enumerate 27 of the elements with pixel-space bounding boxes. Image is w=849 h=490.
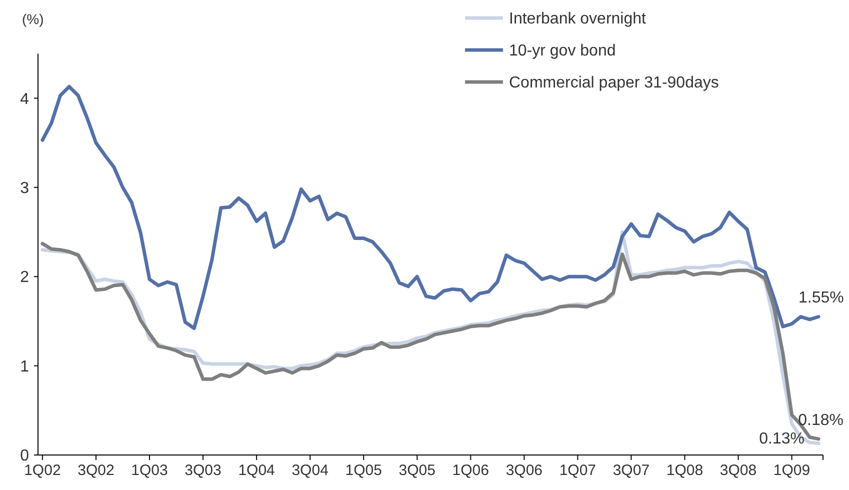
x-tick-label: 3Q04: [292, 462, 328, 479]
x-tick-label: 1Q08: [666, 462, 704, 479]
x-tick-label: 1Q07: [559, 462, 596, 479]
x-tick-label: 1Q06: [452, 462, 489, 479]
x-tick-label: 3Q02: [78, 462, 114, 479]
x-tick-label: 1Q02: [24, 462, 61, 479]
y-axis-title: (%): [22, 11, 44, 27]
y-tick-label: 0: [20, 448, 30, 465]
data-label: 1.55%: [798, 290, 844, 307]
y-tick-label: 2: [20, 269, 30, 286]
legend-label: 10-yr gov bond: [509, 42, 616, 60]
x-tick-label: 3Q06: [506, 462, 543, 479]
legend-label: Interbank overnight: [509, 10, 647, 28]
x-tick-label: 1Q03: [131, 462, 168, 479]
x-tick-label: 3Q05: [398, 462, 436, 479]
x-tick-label: 1Q04: [238, 462, 275, 479]
y-tick-label: 1: [20, 358, 30, 376]
x-tick-label: 1Q09: [773, 462, 810, 479]
data-label: 0.13%: [759, 430, 805, 448]
data-label: 0.18%: [798, 412, 844, 429]
x-tick-label: 3Q03: [184, 462, 222, 479]
x-tick-label: 3Q07: [612, 462, 650, 479]
y-tick-label: 3: [20, 180, 30, 197]
x-tick-label: 3Q08: [720, 462, 757, 479]
x-tick-label: 1Q05: [345, 462, 382, 479]
legend-label: Commercial paper 31-90days: [509, 74, 719, 92]
y-tick-label: 4: [20, 90, 30, 108]
